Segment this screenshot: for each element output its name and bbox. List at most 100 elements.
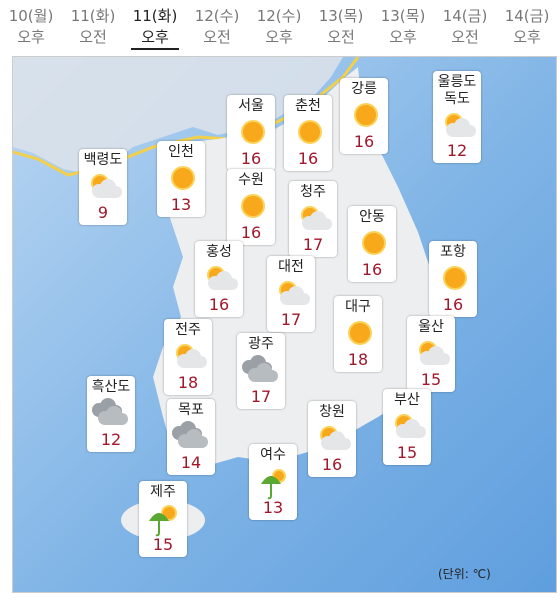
tab-time: 오후 bbox=[17, 28, 45, 46]
city-temp: 18 bbox=[347, 350, 369, 369]
time-tab[interactable]: 13(목) 오후 bbox=[372, 6, 434, 48]
tab-time: 오후 bbox=[513, 28, 541, 46]
city-temp: 17 bbox=[250, 387, 272, 406]
city-temp: 12 bbox=[446, 141, 468, 160]
tab-date: 11(화) bbox=[70, 7, 116, 25]
city-temp: 16 bbox=[442, 295, 464, 314]
weather-icon bbox=[171, 166, 195, 190]
city-name: 포항 bbox=[440, 244, 466, 260]
city-temp: 13 bbox=[170, 195, 192, 214]
city-name: 부산 bbox=[394, 392, 420, 408]
city-temp: 16 bbox=[353, 132, 375, 151]
weather-icon bbox=[92, 398, 128, 425]
city-temp: 16 bbox=[297, 149, 319, 168]
city-name: 수원 bbox=[238, 172, 264, 188]
unit-note: (단위: ℃) bbox=[438, 567, 491, 581]
city-temp: 16 bbox=[361, 260, 383, 279]
weather-icon bbox=[445, 113, 476, 137]
weather-icon bbox=[91, 174, 122, 198]
weather-icon bbox=[298, 120, 322, 144]
weather-map: (단위: ℃) 백령도 9 인천 13 서울 16 춘천 16 강릉 16 울릉도 독도 12 수원 16… bbox=[12, 56, 557, 593]
city-name: 홍성 bbox=[206, 244, 232, 260]
city-card: 대전 17 bbox=[267, 256, 315, 332]
city-card: 흑산도 12 bbox=[87, 376, 135, 452]
city-card: 안동 16 bbox=[348, 206, 396, 282]
tab-time: 오전 bbox=[327, 28, 355, 46]
city-temp: 16 bbox=[240, 223, 262, 242]
city-card: 포항 16 bbox=[429, 241, 477, 317]
tab-time: 오후 bbox=[131, 27, 179, 50]
city-temp: 15 bbox=[420, 370, 442, 389]
city-card: 수원 16 bbox=[227, 169, 275, 245]
time-tab[interactable]: 11(화) 오전 bbox=[62, 6, 124, 48]
city-name: 광주 bbox=[248, 336, 274, 352]
tab-date: 12(수) bbox=[256, 7, 302, 25]
city-temp: 18 bbox=[177, 373, 199, 392]
city-temp: 16 bbox=[240, 149, 262, 168]
time-tab[interactable]: 13(목) 오전 bbox=[310, 6, 372, 48]
weather-icon bbox=[301, 206, 332, 230]
city-card: 대구 18 bbox=[334, 296, 382, 372]
weather-icon bbox=[362, 231, 386, 255]
city-name: 제주 bbox=[150, 484, 176, 500]
city-card: 광주 17 bbox=[237, 333, 285, 409]
tab-time: 오전 bbox=[451, 28, 479, 46]
weather-icon bbox=[443, 266, 467, 290]
time-tab[interactable]: 11(화) 오후 bbox=[124, 6, 186, 50]
city-card: 인천 13 bbox=[157, 141, 205, 217]
city-temp: 12 bbox=[100, 430, 122, 449]
city-temp: 14 bbox=[180, 453, 202, 472]
city-card: 서울 16 bbox=[227, 95, 275, 171]
city-card: 춘천 16 bbox=[284, 95, 332, 171]
city-name: 여수 bbox=[260, 447, 286, 463]
city-name: 울릉도 독도 bbox=[437, 74, 477, 107]
city-name: 목포 bbox=[178, 402, 204, 418]
city-temp: 15 bbox=[396, 443, 418, 462]
time-tab[interactable]: 12(수) 오전 bbox=[186, 6, 248, 48]
weather-icon bbox=[354, 103, 378, 127]
tab-date: 10(월) bbox=[8, 7, 54, 25]
city-card: 여수 13 bbox=[249, 444, 297, 520]
time-tab[interactable]: 12(수) 오후 bbox=[248, 6, 310, 48]
weather-icon bbox=[419, 341, 450, 365]
city-card: 창원 16 bbox=[308, 401, 356, 477]
city-card: 울릉도 독도 12 bbox=[433, 71, 481, 163]
city-card: 홍성 16 bbox=[195, 241, 243, 317]
tab-time: 오전 bbox=[79, 28, 107, 46]
tab-date: 14(금) bbox=[504, 7, 550, 25]
weather-icon bbox=[149, 505, 177, 537]
weather-icon bbox=[207, 266, 238, 290]
weather-icon bbox=[261, 469, 286, 500]
city-card: 강릉 16 bbox=[340, 78, 388, 154]
tab-time: 오후 bbox=[389, 28, 417, 46]
city-name: 대전 bbox=[278, 259, 304, 275]
city-card: 청주 17 bbox=[289, 181, 337, 257]
city-temp: 15 bbox=[152, 535, 174, 554]
weather-icon bbox=[320, 426, 351, 450]
city-temp: 9 bbox=[97, 203, 109, 222]
city-name: 전주 bbox=[175, 322, 201, 338]
city-name: 대구 bbox=[345, 299, 371, 315]
city-temp: 17 bbox=[302, 235, 324, 254]
tab-date: 13(목) bbox=[380, 7, 426, 25]
tab-date: 14(금) bbox=[442, 7, 488, 25]
time-tab[interactable]: 14(금) 오후 bbox=[496, 6, 558, 48]
time-tab[interactable]: 10(월) 오후 bbox=[0, 6, 62, 48]
time-tabs: 10(월) 오후 11(화) 오전 11(화) 오후 12(수) 오전 12(수) 오후 13(목)… bbox=[0, 0, 560, 52]
city-name: 백령도 bbox=[83, 152, 123, 168]
city-temp: 13 bbox=[262, 498, 284, 517]
city-name: 흑산도 bbox=[91, 379, 131, 395]
city-temp: 17 bbox=[280, 310, 302, 329]
city-name: 인천 bbox=[168, 144, 194, 160]
city-temp: 16 bbox=[321, 455, 343, 474]
city-card: 부산 15 bbox=[383, 389, 431, 465]
weather-icon bbox=[348, 321, 372, 345]
city-name: 청주 bbox=[300, 184, 326, 200]
weather-icon bbox=[279, 281, 310, 305]
tab-date: 12(수) bbox=[194, 7, 240, 25]
city-temp: 16 bbox=[208, 295, 230, 314]
time-tab[interactable]: 14(금) 오전 bbox=[434, 6, 496, 48]
city-name: 서울 bbox=[238, 98, 264, 114]
city-name: 강릉 bbox=[351, 81, 377, 97]
